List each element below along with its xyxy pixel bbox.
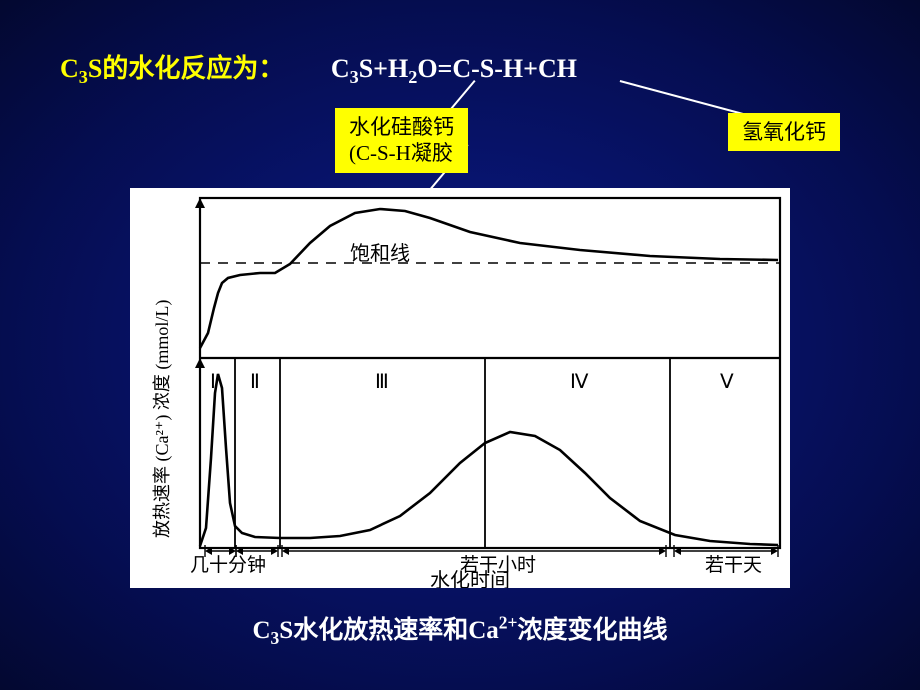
svg-text:Ⅳ: Ⅳ (570, 371, 589, 393)
svg-text:放热速率 (Ca²⁺) 浓度 (mmol/L): 放热速率 (Ca²⁺) 浓度 (mmol/L) (152, 300, 173, 538)
cap-c: C (252, 617, 270, 644)
cap-end: 浓度变化曲线 (518, 617, 668, 644)
svg-text:几十分钟: 几十分钟 (190, 554, 266, 576)
svg-text:水化时间: 水化时间 (430, 569, 510, 588)
equation: C3S+H2O=C-S-H+CH (331, 54, 577, 83)
title-text: S的水化反应为： (88, 54, 284, 83)
callout-csh: 水化硅酸钙 (C-S-H凝胶 (335, 108, 468, 173)
svg-text:若干天: 若干天 (705, 554, 762, 576)
eq-3: 3 (350, 67, 359, 87)
svg-text:Ⅴ: Ⅴ (720, 371, 734, 393)
c3s-3: 3 (79, 67, 88, 87)
title-line: C3S的水化反应为： C3S+H2O=C-S-H+CH (60, 48, 577, 88)
chart-panel: 饱和线ⅠⅡⅢⅣⅤ几十分钟若干小时若干天水化时间放热速率 (Ca²⁺) 浓度 (m… (130, 188, 790, 588)
svg-text:Ⅲ: Ⅲ (375, 371, 389, 393)
title-label: C3S的水化反应为： (60, 54, 291, 83)
ch-text: 氢氧化钙 (742, 120, 826, 144)
cap-3: 3 (271, 628, 280, 648)
chart-svg: 饱和线ⅠⅡⅢⅣⅤ几十分钟若干小时若干天水化时间放热速率 (Ca²⁺) 浓度 (m… (130, 188, 790, 588)
svg-text:饱和线: 饱和线 (350, 242, 410, 265)
c3s-c: C (60, 54, 79, 83)
csh-line1: 水化硅酸钙 (349, 115, 454, 139)
svg-text:Ⅱ: Ⅱ (250, 371, 260, 393)
eq-c: C (331, 54, 350, 83)
eq-2: 2 (408, 67, 417, 87)
cap-2plus: 2+ (499, 613, 518, 633)
eq-t2: O=C-S-H+CH (417, 54, 577, 83)
chart-caption: C3S水化放热速率和Ca2+浓度变化曲线 (0, 610, 920, 649)
cap-mid: S水化放热速率和Ca (279, 617, 498, 644)
svg-text:Ⅰ: Ⅰ (210, 371, 216, 393)
csh-line2: (C-S-H凝胶 (349, 141, 453, 165)
eq-t1: S+H (359, 54, 409, 83)
callout-ch: 氢氧化钙 (728, 113, 840, 151)
